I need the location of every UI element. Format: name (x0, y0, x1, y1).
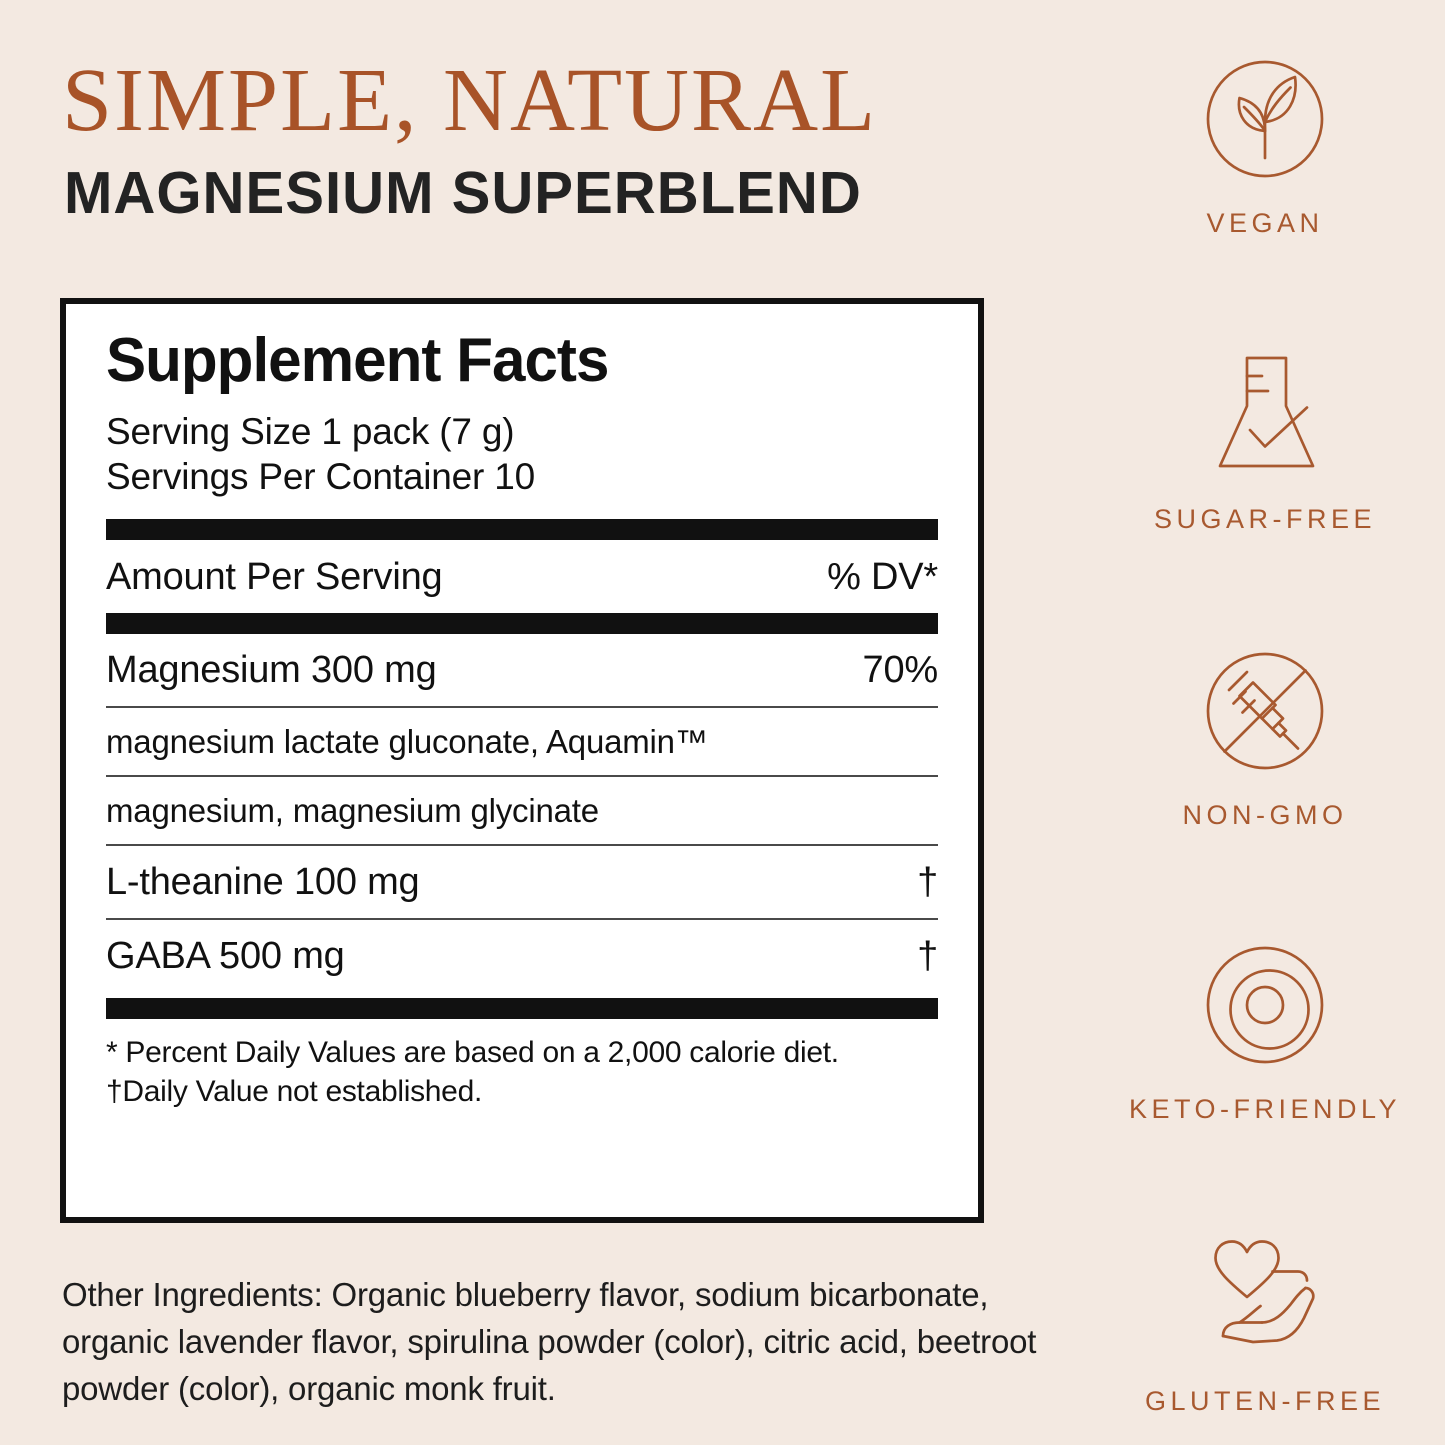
footnotes-block: * Percent Daily Values are based on a 2,… (106, 1019, 938, 1111)
nutrient-value: † (917, 935, 938, 978)
footnote-dagger: †Daily Value not established. (106, 1075, 482, 1109)
badge-label: VEGAN (1206, 208, 1324, 238)
headline-primary: SIMPLE, NATURAL (62, 51, 878, 150)
supplement-facts-panel: Supplement Facts Serving Size 1 pack (7 … (60, 298, 984, 1223)
nutrient-name: L-theanine 100 mg (106, 861, 420, 904)
nutrient-value: 70% (862, 649, 939, 692)
nutrient-value: † (917, 861, 938, 904)
row-divider (106, 918, 938, 921)
heart-hand-icon (1085, 1222, 1445, 1372)
table-row: L-theanine 100 mg † (106, 846, 938, 918)
badge-label: KETO-FRIENDLY (1128, 1094, 1402, 1124)
nutrient-name: Magnesium 300 mg (106, 649, 437, 692)
nutrient-name: magnesium lactate gluconate, Aquamin™ (106, 723, 708, 761)
rule-thick-mid (106, 613, 938, 635)
table-column-headers: Amount Per Serving % DV* (106, 540, 938, 613)
supplement-facts-title: Supplement Facts (106, 326, 609, 395)
rule-thick-bottom (106, 998, 938, 1020)
row-divider (106, 706, 938, 709)
left-content-column: SIMPLE, NATURAL MAGNESIUM SUPERBLEND Sup… (60, 51, 1037, 1407)
percent-dv-label: % DV* (827, 556, 938, 599)
nutrient-name: magnesium, magnesium glycinate (106, 792, 599, 830)
certification-badges-column: VEGAN SUGAR-FREE (1085, 0, 1445, 1445)
badge-label: NON-GMO (1182, 800, 1348, 830)
table-row: GABA 500 mg † (106, 920, 938, 992)
concentric-circles-icon (1085, 930, 1445, 1080)
row-divider (106, 844, 938, 847)
other-ingredients-text: Other Ingredients: Organic blueberry fla… (62, 1276, 1037, 1407)
badge-vegan: VEGAN (1085, 44, 1445, 239)
badge-gluten-free: GLUTEN-FREE (1085, 1222, 1445, 1417)
serving-size-text: Serving Size 1 pack (7 g) (106, 411, 515, 453)
servings-per-container-text: Servings Per Container 10 (106, 456, 535, 498)
rule-thick-top (106, 519, 938, 541)
badge-label: GLUTEN-FREE (1144, 1386, 1386, 1416)
badge-label: SUGAR-FREE (1153, 504, 1377, 534)
headline-secondary: MAGNESIUM SUPERBLEND (64, 160, 862, 226)
leaf-circle-icon (1085, 44, 1445, 194)
footnote-percent-dv: * Percent Daily Values are based on a 2,… (106, 1036, 839, 1070)
badge-keto-friendly: KETO-FRIENDLY (1085, 930, 1445, 1125)
amount-per-serving-label: Amount Per Serving (106, 556, 443, 599)
table-row: Magnesium 300 mg 70% (106, 634, 938, 706)
no-syringe-icon (1085, 636, 1445, 786)
flask-check-icon (1085, 340, 1445, 490)
badge-sugar-free: SUGAR-FREE (1085, 340, 1445, 535)
badge-non-gmo: NON-GMO (1085, 636, 1445, 831)
nutrient-name: GABA 500 mg (106, 935, 345, 978)
table-row: magnesium lactate gluconate, Aquamin™ (106, 708, 938, 775)
row-divider (106, 775, 938, 778)
supplement-facts-inner: Supplement Facts Serving Size 1 pack (7 … (106, 328, 938, 1201)
table-row: magnesium, magnesium glycinate (106, 777, 938, 844)
